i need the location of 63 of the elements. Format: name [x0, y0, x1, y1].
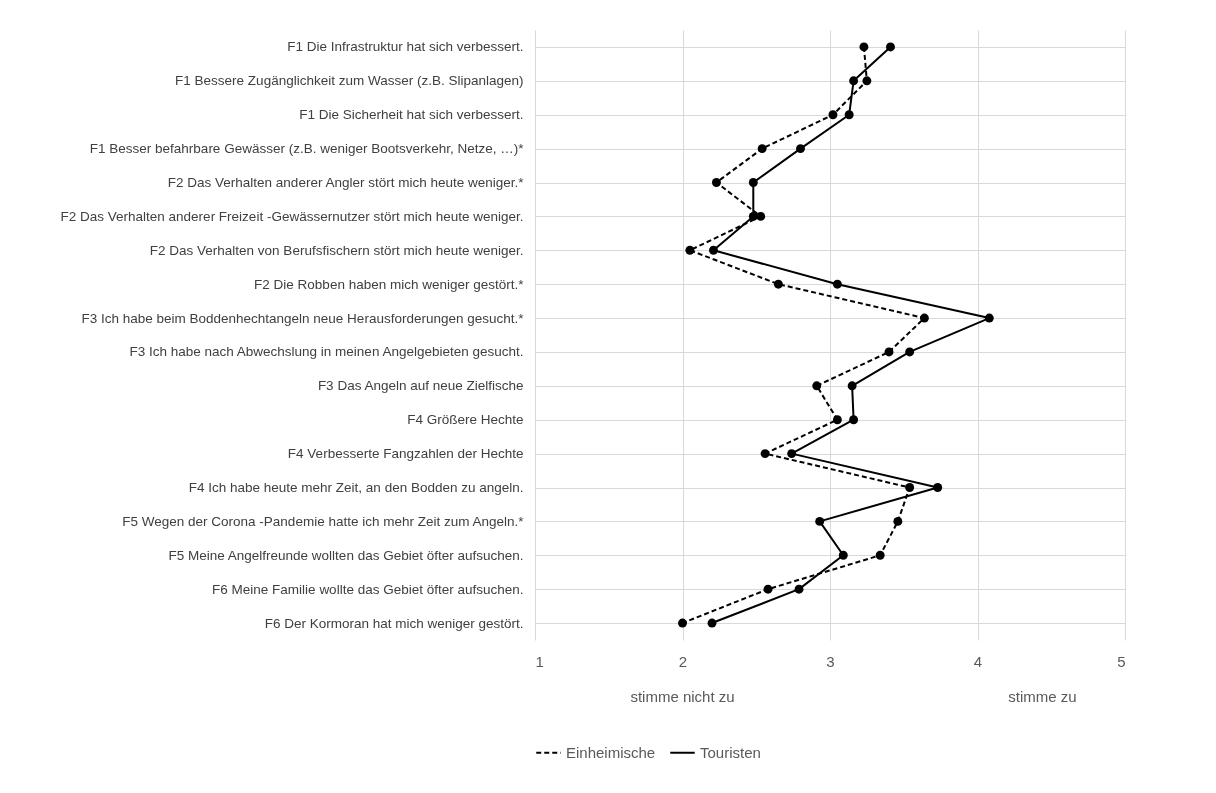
point [849, 76, 859, 86]
point [763, 584, 773, 594]
point [812, 381, 822, 391]
y-tick-label: F2 Das Verhalten anderer Angler stört mich heute weniger.* [167, 175, 525, 190]
y-tick-label: F2 Die Robben haben mich weniger gestört.* [254, 276, 525, 292]
point [886, 42, 895, 52]
x-tick-label: 3 [826, 652, 835, 670]
point [919, 313, 929, 323]
point [984, 313, 994, 323]
point [748, 211, 758, 221]
y-tick-label: F3 Ich habe beim Boddenhechtangeln neue Herausforderungen gesucht.* [81, 310, 525, 326]
text: stimme zu [1008, 688, 1077, 705]
x-tick-label: 4 [973, 652, 983, 670]
point [862, 76, 872, 86]
point [815, 516, 825, 526]
y-tick-label: F2 Das Verhalten anderer Freizeit -Gewässernutzer stört mich heute weniger. [60, 208, 524, 224]
y-tick-label: F1 Bessere Zugänglichkeit zum Wasser (z.B. Slipanlagen) [175, 73, 524, 89]
point [828, 110, 838, 120]
y-tick-label: F3 Das Angeln auf neue Zielfische [317, 378, 524, 394]
point [832, 415, 842, 425]
point [787, 449, 797, 459]
point [685, 245, 695, 255]
point [678, 618, 687, 628]
y-tick-label: F2 Das Verhalten von Berufsfischern stört mich heute weniger. [149, 242, 524, 258]
x-tick-label: 1 [535, 652, 544, 670]
point [709, 245, 718, 255]
point [933, 483, 943, 492]
y-tick-label: F1 Die Sicherheit hat sich verbessert. [299, 107, 524, 123]
x-tick-label: 2 [678, 652, 688, 670]
legend-label: Einheimische [566, 743, 656, 761]
point [875, 550, 885, 560]
point [832, 279, 842, 289]
point [905, 483, 915, 492]
point [748, 178, 758, 187]
point [844, 110, 854, 120]
x-tick-label: 5 [1117, 652, 1126, 670]
y-tick-label: F1 Die Infrastruktur hat sich verbessert. [287, 39, 524, 55]
legend-label: Touristen [700, 743, 761, 761]
point [707, 618, 717, 628]
point [757, 144, 767, 154]
y-tick-label: F4 Verbesserte Fangzahlen der Hechte [287, 446, 524, 462]
y-tick-label: F4 Größere Hechte [407, 412, 524, 428]
y-tick-label: F6 Meine Familie wollte das Gebiet öfter aufsuchen. [212, 581, 524, 597]
y-tick-label: F1 Besser befahrbare Gewässer (z.B. weniger Bootsverkehr, Netze, …)* [89, 141, 525, 157]
point [794, 584, 804, 594]
point [796, 144, 805, 154]
point [756, 211, 766, 221]
y-tick-label: F6 Der Kormoran hat mich weniger gestört. [264, 615, 524, 631]
point [847, 381, 857, 391]
text: stimme nicht zu [630, 688, 735, 705]
y-tick-label: F3 Ich habe nach Abwechslung in meinen Angelgebieten gesucht. [129, 344, 524, 360]
point [773, 279, 783, 289]
point [884, 347, 894, 357]
point [893, 516, 903, 526]
point [760, 449, 770, 459]
y-tick-label: F5 Wegen der Corona -Pandemie hatte ich mehr Zeit zum Angeln.* [122, 513, 525, 529]
point [859, 42, 869, 52]
point [905, 347, 915, 357]
point [838, 550, 848, 560]
y-tick-label: F5 Meine Angelfreunde wollten das Gebiet öfter aufsuchen. [168, 547, 524, 563]
point [711, 178, 721, 187]
point [849, 415, 859, 425]
y-tick-label: F4 Ich habe heute mehr Zeit, an den Bodden zu angeln. [188, 480, 524, 495]
